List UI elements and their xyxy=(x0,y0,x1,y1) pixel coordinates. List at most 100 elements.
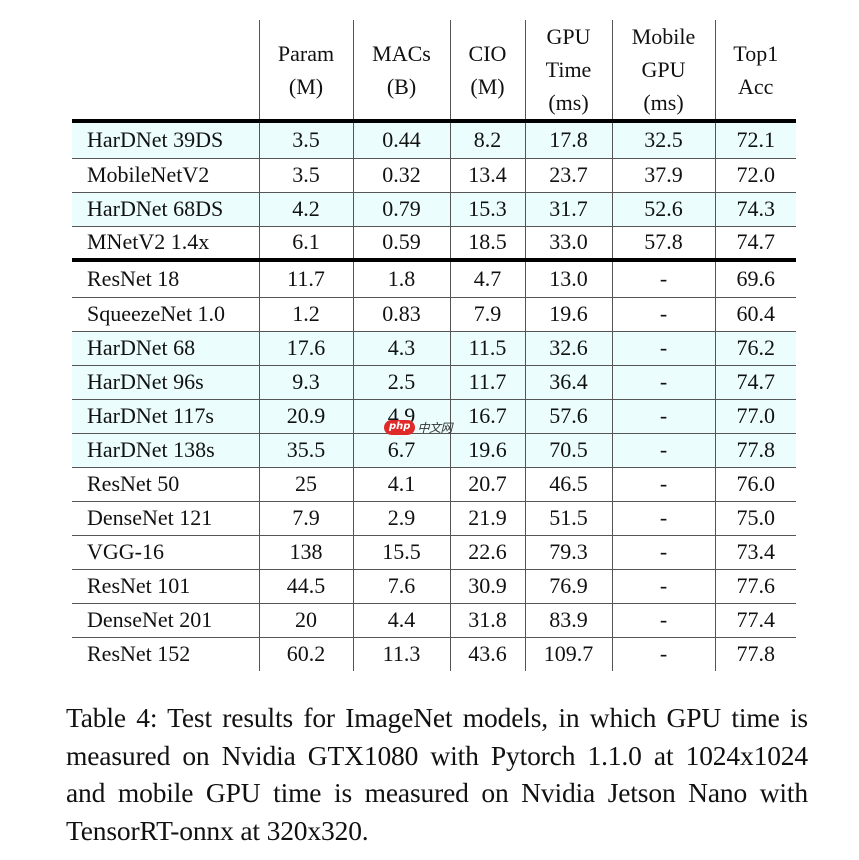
table-row: HarDNet 96s 9.3 2.5 11.7 36.4-74.7 xyxy=(72,364,796,399)
cell-top1-acc: 77.4 xyxy=(714,602,796,637)
mobile-models-group: HarDNet 39DS 3.5 0.44 8.2 17.8 32.5 72.1 Mobile… xyxy=(72,119,796,260)
column-header-line: GPU xyxy=(641,57,686,82)
cell-top1-acc: 77.6 xyxy=(714,568,796,603)
table-row: ResNet 50 25 4.1 20.7 46.5-76.0 xyxy=(72,466,796,501)
cell-cio: 16.7 xyxy=(449,398,525,433)
table-row: HarDNet 138s 35.5 6.7 19.6 70.5-77.8 xyxy=(72,432,796,467)
cell-param: 17.6 xyxy=(258,330,353,365)
cell-cio: 11.5 xyxy=(449,330,525,365)
model-name-cell: HarDNet 138s xyxy=(72,432,259,467)
table-caption: Table 4: Test results for ImageNet model… xyxy=(66,699,808,849)
cell-top1-acc: 72.0 xyxy=(714,157,796,192)
cell-top1-acc: 77.0 xyxy=(714,398,796,433)
cell-param: 7.9 xyxy=(258,500,353,535)
column-header-line: (ms) xyxy=(643,90,684,115)
table-row: HarDNet 39DS 3.5 0.44 8.2 17.8 32.5 72.1 xyxy=(72,119,796,158)
cell-mobile-gpu: - xyxy=(611,364,715,399)
cell-mobile-gpu: - xyxy=(611,466,715,501)
model-name-cell: MNetV2 1.4x xyxy=(72,225,259,260)
column-header-line: Mobile xyxy=(631,24,696,49)
cell-gpu-time: 51.5 xyxy=(524,500,612,535)
column-header-line: Time xyxy=(545,57,592,82)
column-header-line: (ms) xyxy=(548,90,589,115)
cell-macs: 4.3 xyxy=(352,330,450,365)
column-header-line: (B) xyxy=(386,73,417,99)
cell-cio: 21.9 xyxy=(449,500,525,535)
model-name-cell: ResNet 18 xyxy=(72,258,259,297)
cell-param: 6.1 xyxy=(258,225,353,260)
cell-gpu-time: 76.9 xyxy=(524,568,612,603)
model-name-cell: MobileNetV2 xyxy=(72,157,259,192)
cell-gpu-time: 13.0 xyxy=(524,258,612,297)
results-table-container: Param (M) MACs (B) CIO (M) GPU Time (ms) Mobile GP… xyxy=(72,20,796,671)
cell-gpu-time: 19.6 xyxy=(524,296,612,331)
cell-top1-acc: 75.0 xyxy=(714,500,796,535)
cell-mobile-gpu: 57.8 xyxy=(611,225,715,260)
cell-cio: 20.7 xyxy=(449,466,525,501)
cell-gpu-time: 32.6 xyxy=(524,330,612,365)
model-name-cell: ResNet 152 xyxy=(72,636,259,671)
cell-param: 9.3 xyxy=(258,364,353,399)
cell-cio: 4.7 xyxy=(449,258,525,297)
cell-macs: 2.5 xyxy=(352,364,450,399)
model-name-cell: HarDNet 96s xyxy=(72,364,259,399)
cell-mobile-gpu: - xyxy=(611,534,715,569)
cell-top1-acc: 73.4 xyxy=(714,534,796,569)
cell-macs: 2.9 xyxy=(352,500,450,535)
cell-top1-acc: 74.7 xyxy=(714,225,796,260)
column-header-line: GPU xyxy=(546,24,591,49)
cell-macs: 11.3 xyxy=(352,636,450,671)
cell-top1-acc: 77.8 xyxy=(714,636,796,671)
cell-cio: 43.6 xyxy=(449,636,525,671)
cell-cio: 7.9 xyxy=(449,296,525,331)
column-header-model xyxy=(72,20,259,121)
model-name-cell: DenseNet 201 xyxy=(72,602,259,637)
cell-gpu-time: 83.9 xyxy=(524,602,612,637)
column-header-top1-acc: Top1 Acc xyxy=(714,20,796,121)
cell-mobile-gpu: - xyxy=(611,330,715,365)
column-header-line: MACs xyxy=(372,40,431,66)
model-name-cell: SqueezeNet 1.0 xyxy=(72,296,259,331)
cell-param: 44.5 xyxy=(258,568,353,603)
table-row: DenseNet 201 20 4.4 31.8 83.9-77.4 xyxy=(72,602,796,637)
column-header-line: Acc xyxy=(738,73,774,99)
table-row: ResNet 101 44.5 7.6 30.9 76.9-77.6 xyxy=(72,568,796,603)
cell-macs: 4.4 xyxy=(352,602,450,637)
table-row: HarDNet 117s 20.9 4.9 16.7 57.6-77.0 xyxy=(72,398,796,433)
model-name-cell: HarDNet 68DS xyxy=(72,191,259,226)
cell-macs: 4.9 xyxy=(352,398,450,433)
cell-gpu-time: 31.7 xyxy=(524,191,612,226)
cell-param: 1.2 xyxy=(258,296,353,331)
table-row: MNetV2 1.4x 6.1 0.59 18.5 33.0 57.8 74.7 xyxy=(72,225,796,260)
table-row: ResNet 18 11.7 1.8 4.7 13.0-69.6 xyxy=(72,258,796,297)
column-header-mobile-gpu: Mobile GPU (ms) xyxy=(611,20,715,121)
model-name-cell: ResNet 50 xyxy=(72,466,259,501)
column-header-line: CIO xyxy=(468,40,507,66)
cell-cio: 22.6 xyxy=(449,534,525,569)
cell-cio: 30.9 xyxy=(449,568,525,603)
table-row: VGG-16 138 15.5 22.6 79.3-73.4 xyxy=(72,534,796,569)
cell-param: 3.5 xyxy=(258,157,353,192)
cell-param: 3.5 xyxy=(258,119,353,158)
cell-gpu-time: 33.0 xyxy=(524,225,612,260)
cell-macs: 15.5 xyxy=(352,534,450,569)
header-row: Param (M) MACs (B) CIO (M) GPU Time (ms) Mobile GP… xyxy=(72,20,796,121)
model-name-cell: VGG-16 xyxy=(72,534,259,569)
cell-macs: 0.83 xyxy=(352,296,450,331)
cell-param: 35.5 xyxy=(258,432,353,467)
table-row: DenseNet 121 7.9 2.9 21.9 51.5-75.0 xyxy=(72,500,796,535)
cell-mobile-gpu: 37.9 xyxy=(611,157,715,192)
cell-param: 60.2 xyxy=(258,636,353,671)
cell-param: 138 xyxy=(258,534,353,569)
cell-mobile-gpu: - xyxy=(611,432,715,467)
cell-top1-acc: 76.2 xyxy=(714,330,796,365)
cell-gpu-time: 23.7 xyxy=(524,157,612,192)
caption-text: Table 4: Test results for ImageNet model… xyxy=(66,702,808,846)
cell-gpu-time: 79.3 xyxy=(524,534,612,569)
model-name-cell: HarDNet 68 xyxy=(72,330,259,365)
cell-mobile-gpu: - xyxy=(611,568,715,603)
column-header-line: Top1 xyxy=(733,40,779,66)
column-header-line: Param xyxy=(277,40,335,66)
cell-mobile-gpu: - xyxy=(611,636,715,671)
table-row: ResNet 152 60.2 11.3 43.6 109.7-77.8 xyxy=(72,636,796,671)
